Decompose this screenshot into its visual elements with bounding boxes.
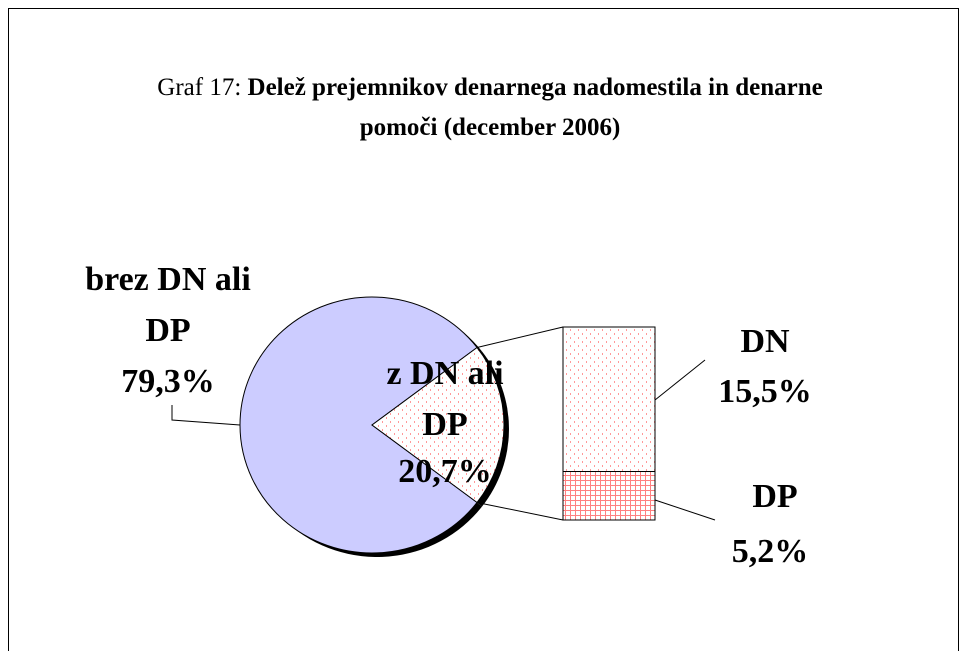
bar-segment xyxy=(562,326,656,473)
slice-label: z DN ali DP xyxy=(386,355,504,443)
slice-value: 79,3% xyxy=(121,363,215,400)
leader-line xyxy=(654,359,706,401)
leader-line xyxy=(654,499,716,521)
pie-slice xyxy=(371,346,505,504)
bar-value: 5,2% xyxy=(731,533,809,570)
connector xyxy=(476,326,564,348)
slice-value: 20,7% xyxy=(398,453,492,490)
slice-label: brez DN ali DP xyxy=(85,261,251,349)
leader-line xyxy=(171,405,241,426)
bar-segment xyxy=(562,471,656,521)
bar-label: DN xyxy=(740,323,790,360)
chart-title: Delež prejemnikov denarnega nadomestila … xyxy=(247,74,823,141)
title-block: Graf 17: Delež prejemnikov denarnega nad… xyxy=(120,68,860,148)
frame xyxy=(8,8,959,651)
bar-value: 15,5% xyxy=(718,373,812,410)
title-prefix: Graf 17: xyxy=(157,74,242,101)
bar-label: DP xyxy=(752,478,798,515)
connector xyxy=(476,502,564,521)
pie-slice xyxy=(239,296,478,554)
